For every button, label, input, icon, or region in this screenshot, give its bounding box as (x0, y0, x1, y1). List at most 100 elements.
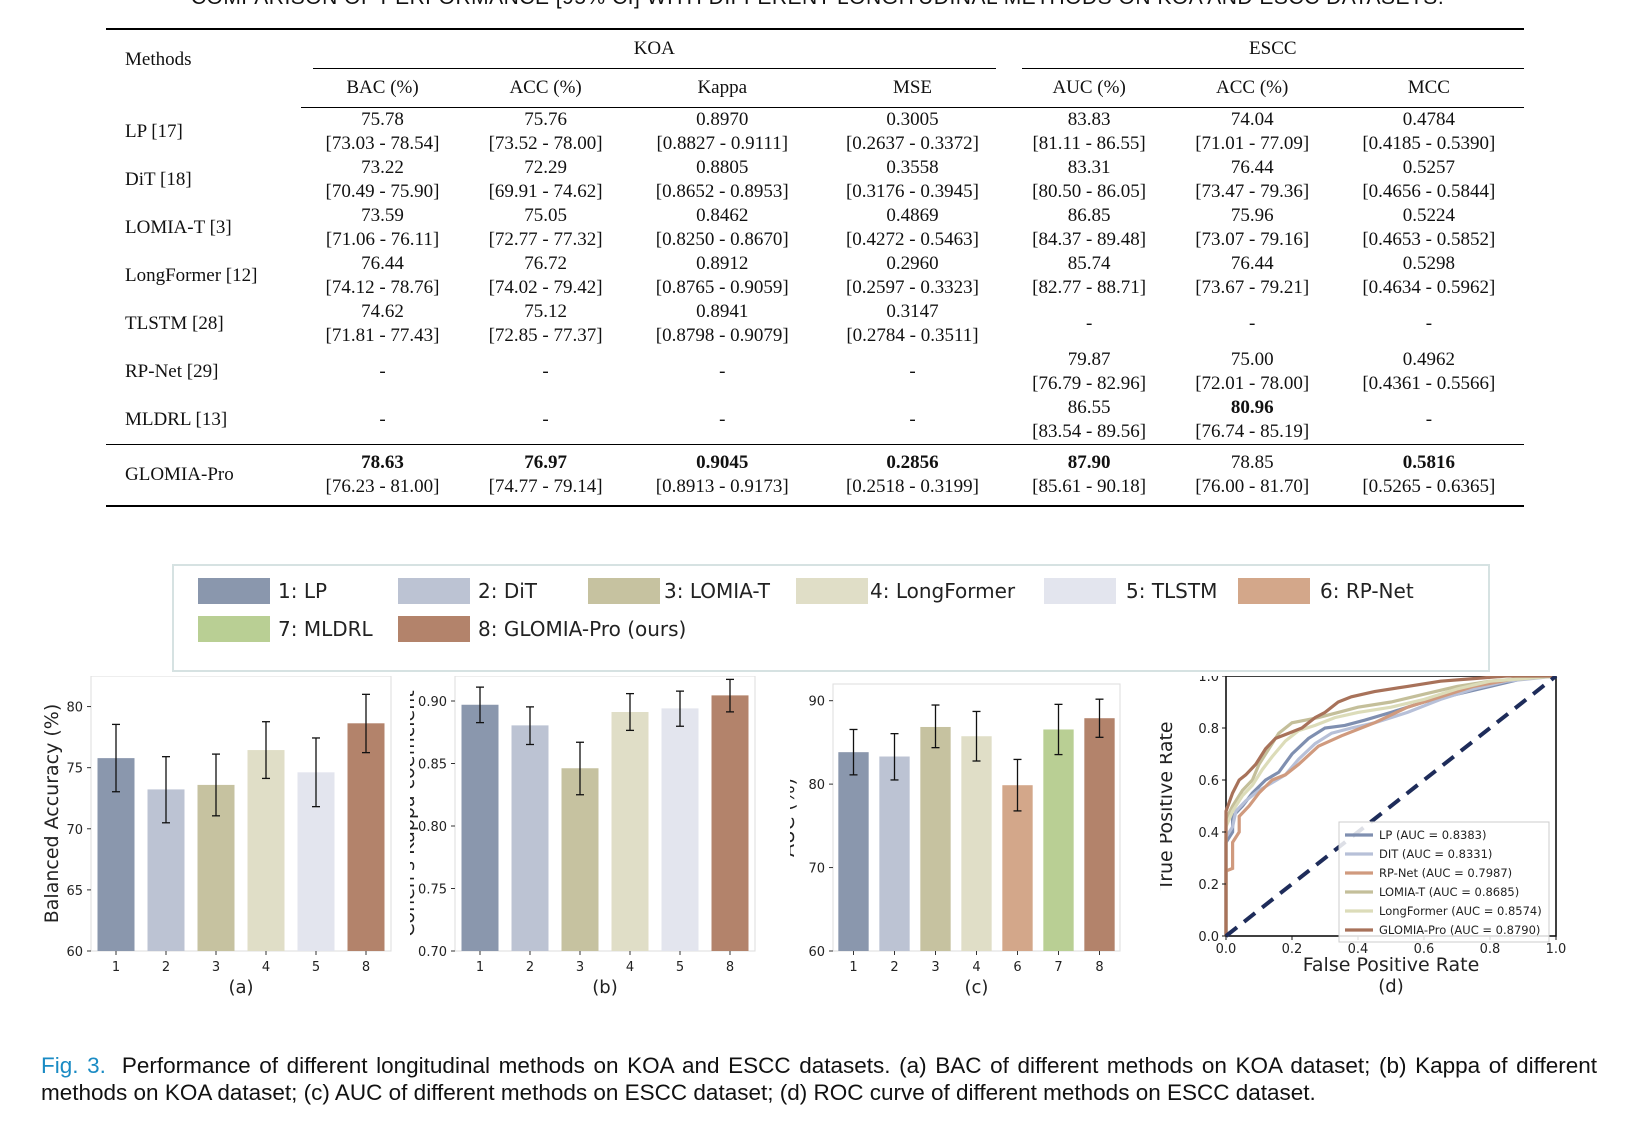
metric-cell: 0.2856 [0.2518 - 0.3199] (817, 445, 1007, 507)
metric-value: 76.97 (524, 452, 567, 473)
metric-value: 75.96 (1230, 205, 1274, 226)
metric-value: 83.31 (1067, 157, 1111, 178)
metric-cell: 75.76 [73.52 - 78.00] (464, 108, 627, 157)
roc-legend-label: DIT (AUC = 0.8331) (1379, 847, 1492, 861)
method-name: LongFormer [12] (125, 265, 258, 286)
x-tick-label: 3 (931, 960, 939, 975)
metric-value: 76.44 (361, 253, 404, 274)
metric-value: 0.3147 (886, 301, 939, 322)
metric-ci: [76.74 - 85.19] (1195, 421, 1310, 442)
method-name: DiT [18] (125, 169, 192, 190)
col-header: MSE (817, 69, 1008, 108)
metric-ci: [73.52 - 78.00] (488, 133, 603, 154)
bar (838, 752, 869, 951)
metric-value: 75.05 (524, 205, 567, 226)
metric-ci: [0.8913 - 0.9173] (655, 476, 789, 497)
legend-swatch (198, 578, 270, 604)
col-header: MCC (1333, 69, 1524, 108)
x-tick-label: 1 (849, 960, 857, 975)
roc-curve (1224, 676, 1557, 936)
metric-value: 0.5257 (1402, 157, 1455, 178)
panel-label: (c) (965, 977, 989, 998)
figure-legend: 1: LP 2: DiT 3: LOMIA-T 4: LongFormer 5: TLS… (172, 564, 1490, 672)
metric-value: 79.87 (1067, 349, 1111, 370)
x-tick-label: 6 (1013, 960, 1021, 975)
legend-label: 2: DiT (478, 579, 538, 603)
x-tick-label: 0.6 (1414, 942, 1435, 957)
panel-label: (a) (228, 977, 253, 998)
metric-ci: [71.81 - 77.43] (325, 325, 440, 346)
metric-cell: 75.96 [73.07 - 79.16] (1171, 204, 1334, 252)
y-tick-label: 0.90 (418, 695, 447, 710)
bar (1043, 729, 1074, 951)
metric-value: 87.90 (1067, 452, 1111, 473)
legend-label: 3: LOMIA-T (664, 579, 771, 603)
legend-label: 5: TLSTM (1126, 579, 1217, 603)
metric-ci: [0.8652 - 0.8953] (655, 181, 789, 202)
metric-ci: [73.47 - 79.36] (1195, 181, 1310, 202)
plot-frame (90, 676, 392, 952)
metric-ci: [71.01 - 77.09] (1195, 133, 1310, 154)
y-tick-label: 70 (808, 862, 825, 877)
metric-cell: - (464, 396, 627, 445)
table-row: LP [17] 75.78 [73.03 - 78.54] 75.76 [73.52 -… (106, 108, 1524, 157)
metric-cell: 0.3005 [0.2637 - 0.3372] (817, 108, 1007, 157)
metric-ci: [73.03 - 78.54] (325, 133, 440, 154)
y-tick-label: 65 (66, 884, 83, 899)
roc-curve (1224, 676, 1557, 936)
metric-cell: 73.22 [70.49 - 75.90] (301, 156, 464, 204)
x-tick-label: 0.8 (1480, 942, 1501, 957)
x-tick-label: 4 (972, 960, 980, 975)
panel-label: (b) (592, 977, 617, 998)
legend-swatch (796, 578, 868, 604)
col-header: BAC (%) (301, 69, 465, 108)
metric-cell: 0.5816 [0.5265 - 0.6365] (1334, 445, 1524, 507)
chart-d-roc: 0.0 0.2 0.4 0.6 0.8 1.0 0.0 0.2 0.4 0.6 0.8 1.0 Fals… (1160, 676, 1566, 997)
metric-cell: 72.29 [69.91 - 74.62] (464, 156, 627, 204)
metric-ci: [74.12 - 78.76] (325, 277, 440, 298)
y-tick-label: 0.75 (418, 883, 447, 898)
bar (711, 695, 749, 951)
metric-cell: 87.90 [85.61 - 90.18] (1008, 445, 1171, 507)
metric-cell: 86.85 [84.37 - 89.48] (1008, 204, 1171, 252)
chart-c-auc: 60 70 80 90 1 2 3 4 6 7 8 AUC (%) (c) (790, 683, 1121, 998)
metric-value: 0.9045 (696, 452, 749, 473)
metric-cell: 0.3147 [0.2784 - 0.3511] (817, 300, 1007, 348)
metric-value: 72.29 (524, 157, 567, 178)
chart-b-kappa: 0.70 0.75 0.80 0.85 0.90 1 2 3 4 5 8 Cohen's Kappa … (410, 676, 756, 998)
figure-caption-text: Performance of different longitudinal me… (41, 1053, 1597, 1105)
metric-cell: 78.85 [76.00 - 81.70] (1171, 445, 1334, 507)
metric-cell: 78.63 [76.23 - 81.00] (301, 445, 464, 507)
y-tick-label: 70 (66, 823, 83, 838)
metric-cell: 0.4962 [0.4361 - 0.5566] (1334, 348, 1524, 396)
metric-cell: 76.44 [74.12 - 78.76] (301, 252, 464, 300)
metric-cell: 0.2960 [0.2597 - 0.3323] (817, 252, 1007, 300)
metric-cell: 74.62 [71.81 - 77.43] (301, 300, 464, 348)
legend-swatch (1044, 578, 1116, 604)
metric-value: - (909, 361, 916, 382)
bar (247, 750, 285, 951)
y-tick-label: 0.8 (1198, 722, 1219, 737)
metric-value: 0.8941 (696, 301, 749, 322)
metric-ci: [73.67 - 79.21] (1195, 277, 1310, 298)
group-escc-header: ESCC (1008, 29, 1524, 69)
metric-cell: 0.8805 [0.8652 - 0.8953] (627, 156, 817, 204)
metric-ci: [73.07 - 79.16] (1195, 229, 1310, 250)
group-koa-header: KOA (301, 29, 1008, 69)
metric-cell: - (1334, 300, 1524, 348)
metric-value: 78.63 (361, 452, 404, 473)
metric-value: 0.3558 (886, 157, 939, 178)
metric-value: 86.55 (1067, 397, 1111, 418)
metric-ci: [72.85 - 77.37] (488, 325, 603, 346)
y-tick-label: 0.80 (418, 820, 447, 835)
metric-cell: 85.74 [82.77 - 88.71] (1008, 252, 1171, 300)
metric-cell: 0.5257 [0.4656 - 0.5844] (1334, 156, 1524, 204)
metric-cell: - (1171, 300, 1334, 348)
metric-ci: [76.79 - 82.96] (1032, 373, 1147, 394)
roc-legend-label: LOMIA-T (AUC = 0.8685) (1379, 885, 1519, 899)
metric-ci: [0.4361 - 0.5566] (1362, 373, 1496, 394)
y-tick-label: 60 (808, 945, 825, 960)
x-tick-label: 2 (890, 960, 898, 975)
x-tick-label: 2 (526, 960, 534, 975)
x-tick-label: 7 (1054, 960, 1062, 975)
